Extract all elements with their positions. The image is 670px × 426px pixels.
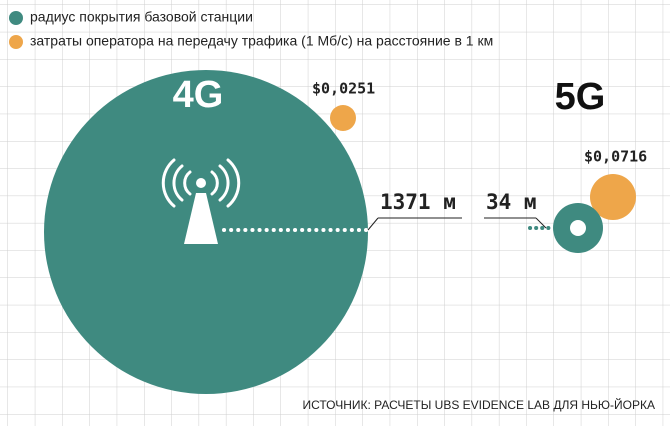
legend-label: радиус покрытия базовой станции (30, 9, 253, 25)
cost-label: $0,0716 (584, 148, 647, 166)
cost-label: $0,0251 (312, 80, 375, 98)
legend-dot (9, 11, 23, 25)
antenna-icon (196, 178, 206, 188)
leader-line (367, 217, 379, 231)
source-note: ИСТОЧНИК: РАСЧЕТЫ UBS EVIDENCE LAB ДЛЯ Н… (302, 397, 655, 412)
leader-line (535, 217, 547, 229)
cost-circle (590, 174, 636, 220)
radius-label: 1371 м (380, 190, 456, 214)
antenna-icon (161, 158, 241, 208)
cost-circle (330, 105, 356, 131)
legend-label: затраты оператора на передачу трафика (1… (30, 33, 493, 49)
label-4g: 4G (173, 74, 224, 116)
antenna-icon (184, 193, 218, 244)
radius-label: 34 м (486, 190, 537, 214)
antenna-dot (570, 220, 586, 236)
legend-dot (9, 35, 23, 49)
label-5g: 5G (555, 76, 606, 118)
